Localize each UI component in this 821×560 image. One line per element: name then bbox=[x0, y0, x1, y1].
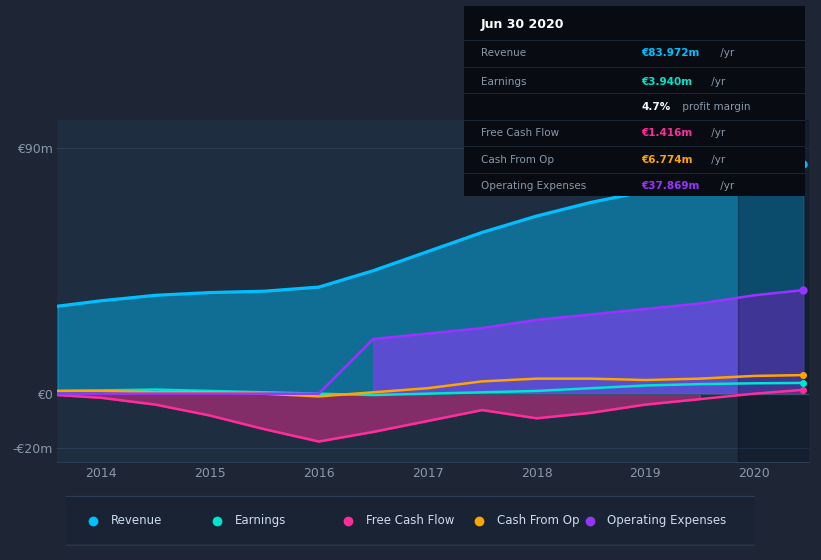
Text: €1.416m: €1.416m bbox=[641, 128, 692, 138]
Text: Jun 30 2020: Jun 30 2020 bbox=[481, 18, 564, 31]
FancyBboxPatch shape bbox=[55, 496, 766, 545]
Text: €37.869m: €37.869m bbox=[641, 181, 699, 192]
Text: profit margin: profit margin bbox=[679, 101, 750, 111]
Text: €6.774m: €6.774m bbox=[641, 155, 693, 165]
Text: /yr: /yr bbox=[718, 181, 735, 192]
Text: 4.7%: 4.7% bbox=[641, 101, 670, 111]
Text: Operating Expenses: Operating Expenses bbox=[481, 181, 586, 192]
Text: Free Cash Flow: Free Cash Flow bbox=[481, 128, 559, 138]
Text: Cash From Op: Cash From Op bbox=[497, 514, 579, 528]
Text: /yr: /yr bbox=[708, 155, 725, 165]
Bar bbox=[738, 120, 809, 462]
Text: /yr: /yr bbox=[718, 48, 735, 58]
Text: Operating Expenses: Operating Expenses bbox=[607, 514, 727, 528]
Text: Earnings: Earnings bbox=[481, 77, 526, 87]
Text: Free Cash Flow: Free Cash Flow bbox=[365, 514, 454, 528]
Text: Cash From Op: Cash From Op bbox=[481, 155, 554, 165]
Text: Revenue: Revenue bbox=[481, 48, 526, 58]
Text: /yr: /yr bbox=[708, 128, 725, 138]
Text: /yr: /yr bbox=[708, 77, 725, 87]
Text: €83.972m: €83.972m bbox=[641, 48, 699, 58]
Text: Revenue: Revenue bbox=[111, 514, 162, 528]
Text: €3.940m: €3.940m bbox=[641, 77, 692, 87]
Text: Earnings: Earnings bbox=[235, 514, 286, 528]
